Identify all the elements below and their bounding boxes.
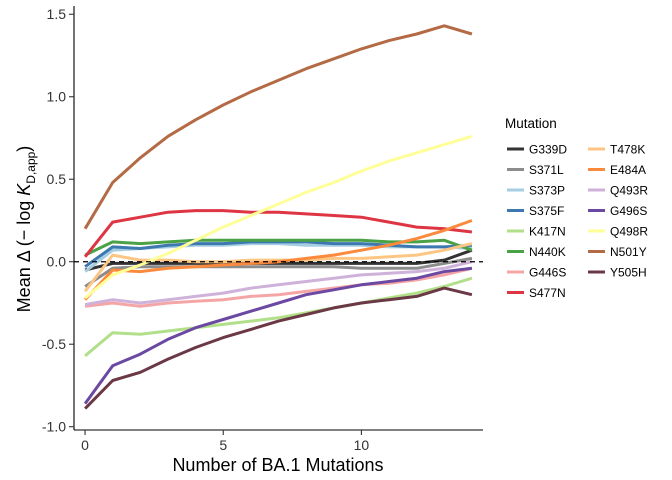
legend-item-e484a: E484A: [588, 163, 646, 177]
legend-label: K417N: [529, 225, 566, 239]
legend-label: G446S: [529, 266, 566, 280]
y-axis-title-prefix: Mean Δ (− log: [14, 196, 34, 313]
legend-label: G339D: [529, 143, 567, 157]
series-line-g496s: [83, 266, 473, 405]
x-tick-label: 10: [354, 437, 370, 453]
series-layer: [83, 24, 473, 410]
series-line-q493r: [84, 260, 473, 307]
legend-label: S375F: [529, 204, 564, 218]
legend-label: S477N: [529, 286, 566, 300]
legend-item-g496s: G496S: [588, 204, 647, 218]
y-axis-ticks: -1.0 -0.5 0.0 0.5 1.0 1.5: [42, 6, 74, 435]
legend-label: Q498R: [610, 225, 648, 239]
legend-title: Mutation: [505, 116, 557, 131]
y-tick-label: 0.5: [47, 171, 67, 187]
legend-item-g339d: G339D: [507, 143, 567, 157]
legend-item-s375f: S375F: [507, 204, 564, 218]
axes: 0 5 10 -1.0 -0.5 0.0 0.5 1.0 1.5: [42, 6, 483, 453]
series-line-g339d: [84, 248, 473, 272]
series-line-s371l: [84, 256, 473, 288]
series-line-e484a: [84, 219, 473, 301]
legend-item-g446s: G446S: [507, 266, 566, 280]
legend-item-y505h: Y505H: [588, 266, 647, 280]
legend-label: N501Y: [610, 245, 647, 259]
y-tick-label: -1.0: [42, 419, 66, 435]
y-tick-label: 0.0: [47, 254, 67, 270]
legend-item-k417n: K417N: [507, 225, 566, 239]
series-line-n501y: [83, 24, 473, 230]
y-axis-title: Mean Δ (− log KD,app): [14, 146, 38, 313]
legend-item-q493r: Q493R: [588, 184, 648, 198]
series-line-g446s: [84, 266, 473, 308]
y-axis-title-variable: K: [14, 183, 34, 196]
legend-label: S373P: [529, 184, 565, 198]
legend-label: N440K: [529, 245, 566, 259]
legend-label: S371L: [529, 163, 564, 177]
x-tick-label: 5: [219, 437, 227, 453]
series-line-s375f: [84, 240, 472, 268]
legend-item-s477n: S477N: [507, 286, 566, 300]
series-line-y505h: [84, 286, 473, 410]
legend-label: G496S: [610, 204, 647, 218]
legend-label: Q493R: [610, 184, 648, 198]
legend-item-q498r: Q498R: [588, 225, 648, 239]
y-axis-title-suffix: ): [14, 146, 34, 152]
legend-label: Y505H: [610, 266, 647, 280]
series-line-s477n: [83, 209, 473, 258]
legend-item-t478k: T478K: [588, 143, 645, 157]
x-tick-label: 0: [81, 437, 89, 453]
legend: Mutation G339DS371LS373PS375FK417NN440KG…: [505, 116, 648, 300]
y-axis-title-subscript: D,app: [24, 151, 38, 183]
plot-area: [74, 24, 483, 410]
series-line-k417n: [84, 276, 473, 357]
legend-item-s371l: S371L: [507, 163, 564, 177]
legend-items: G339D S371L S373P S375F K417N N440K G446S S477N…: [507, 143, 648, 300]
legend-item-s373p: S373P: [507, 184, 565, 198]
legend-label: E484A: [610, 163, 646, 177]
legend-label: T478K: [610, 143, 645, 157]
y-tick-label: 1.0: [47, 89, 67, 105]
x-axis-ticks: 0 5 10: [81, 430, 369, 453]
legend-item-n440k: N440K: [507, 245, 566, 259]
y-tick-label: -0.5: [42, 336, 66, 352]
legend-item-n501y: N501Y: [588, 245, 647, 259]
x-axis-title: Number of BA.1 Mutations: [172, 455, 383, 475]
y-tick-label: 1.5: [47, 6, 67, 22]
